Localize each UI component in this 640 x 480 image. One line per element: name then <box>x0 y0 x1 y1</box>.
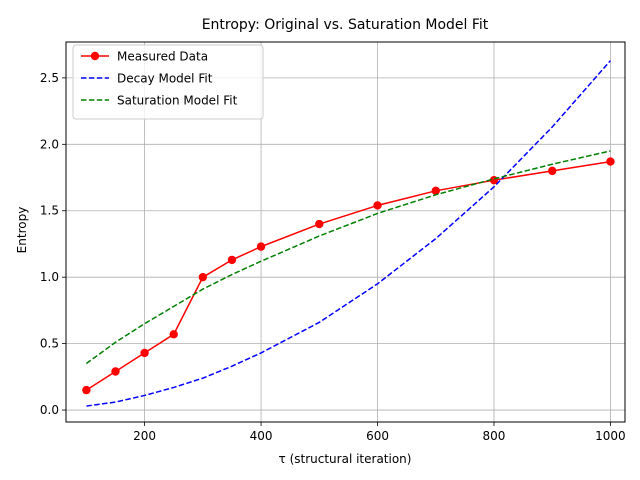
legend: Measured Data Decay Model Fit Saturation M… <box>72 44 264 120</box>
data-point-measured-data <box>315 219 324 229</box>
x-tick-label: 800 <box>483 429 506 443</box>
y-tick-label: 0.0 <box>40 403 59 417</box>
y-tick-label: 1.5 <box>40 204 59 218</box>
data-point-measured-data <box>111 367 120 376</box>
y-tick-label: 2.0 <box>40 137 59 151</box>
ticks: 200 400 600 800 1000 0.0 0.5 1.0 1.5 2.0 2.5 <box>40 71 626 443</box>
y-tick-label: 0.5 <box>40 337 59 351</box>
data-point-measured-data <box>548 166 557 176</box>
x-tick-label: 400 <box>250 429 273 443</box>
legend-label-saturation-model-fit: Saturation Model Fit <box>117 94 238 108</box>
plot-frame <box>65 41 626 423</box>
y-tick-label: 1.0 <box>40 270 59 284</box>
data-point-measured-data <box>373 201 382 210</box>
data-point-measured-data <box>431 186 440 196</box>
data-point-measured-data <box>606 157 615 166</box>
series-layer <box>82 60 615 407</box>
legend-box <box>72 44 264 120</box>
y-axis-label: Entropy <box>15 207 29 254</box>
data-point-measured-data <box>227 255 237 265</box>
x-tick-label: 200 <box>133 429 156 443</box>
chart-title: Entropy: Original vs. Saturation Model F… <box>202 17 489 33</box>
data-point-measured-data <box>140 348 149 358</box>
legend-label-decay-model-fit: Decay Model Fit <box>117 72 213 86</box>
legend-marker-measured-data <box>90 51 100 61</box>
series-line-decay-model-fit <box>86 60 612 407</box>
series-line-saturation-model-fit <box>85 150 611 365</box>
data-point-measured-data <box>198 272 208 282</box>
x-tick-label: 1000 <box>595 429 626 443</box>
x-axis-label: τ (structural iteration) <box>279 452 412 466</box>
legend-label-measured-data: Measured Data <box>117 50 208 64</box>
data-point-measured-data <box>256 242 266 251</box>
x-tick-label: 600 <box>366 429 389 443</box>
data-point-measured-data <box>169 330 178 339</box>
data-point-measured-data <box>82 385 91 395</box>
y-tick-label: 2.5 <box>40 71 59 85</box>
grid <box>66 42 625 422</box>
